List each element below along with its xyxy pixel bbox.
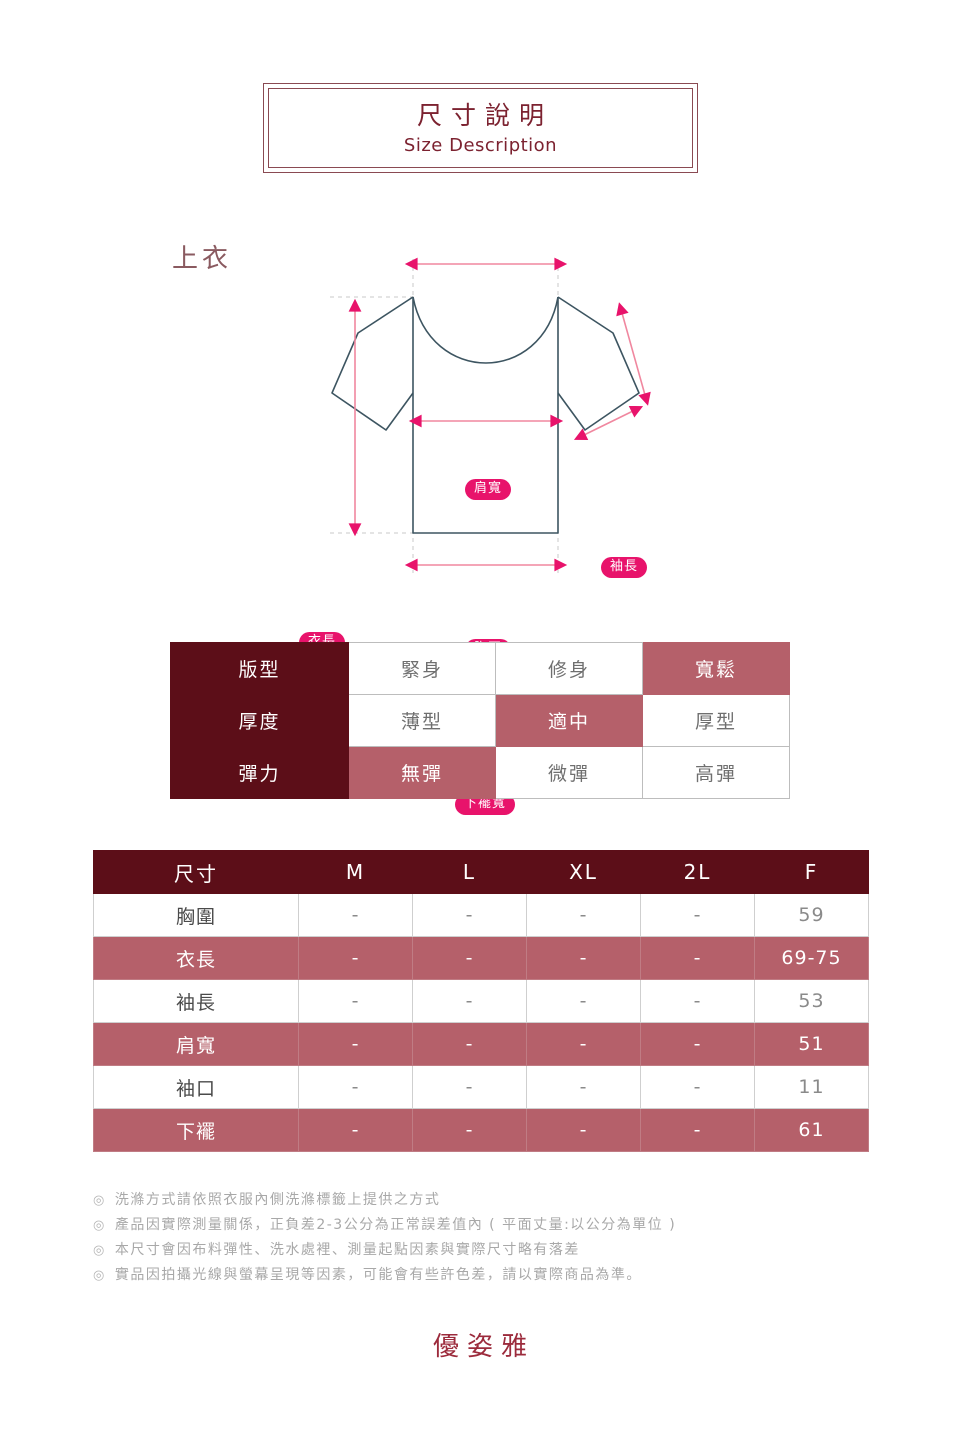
- measurement-value: -: [298, 1022, 413, 1066]
- note-text: 本尺寸會因布料彈性、洗水處裡、測量起點因素與實際尺寸略有落差: [114, 1242, 580, 1258]
- size-table-head: 尺寸 M L XL 2L F: [93, 850, 869, 894]
- measurement-value: 11: [754, 1065, 869, 1109]
- measurement-name: 袖長: [93, 979, 299, 1023]
- bullet-icon: ◎: [93, 1268, 106, 1283]
- measurement-value: -: [526, 1108, 641, 1152]
- note-item: ◎ 產品因實際測量關係，正負差2-3公分為正常誤差值內 ( 平面丈量:以公分為單位…: [93, 1213, 893, 1238]
- measurement-value: -: [640, 979, 755, 1023]
- measurement-name: 胸圍: [93, 893, 299, 937]
- measurement-value: 53: [754, 979, 869, 1023]
- measurement-value: -: [526, 893, 641, 937]
- measurement-value: 59: [754, 893, 869, 937]
- sleeve-length-arrow: [616, 302, 651, 406]
- attribute-row: 厚度 薄型 適中 厚型: [170, 694, 790, 747]
- attribute-name: 版型: [170, 642, 349, 695]
- size-column-header: 尺寸: [93, 850, 299, 894]
- note-text: 實品因拍攝光線與螢幕呈現等因素，可能會有些許色差，請以實際商品為準。: [114, 1267, 642, 1283]
- brand-name: 優姿雅: [432, 1332, 535, 1362]
- attribute-option-selected[interactable]: 無彈: [348, 746, 496, 799]
- size-measurements-table: 尺寸 M L XL 2L F 胸圍 - - - -59 衣長 - - - -69-75 袖長 - - - -53 肩寬 -…: [93, 850, 869, 1152]
- measurement-value: -: [298, 979, 413, 1023]
- size-table-header-row: 尺寸 M L XL 2L F: [93, 850, 869, 894]
- label-shoulder-width: 肩寬: [465, 479, 512, 501]
- measurement-value: -: [412, 979, 527, 1023]
- attribute-option[interactable]: 微彈: [495, 746, 643, 799]
- measurement-value: 51: [754, 1022, 869, 1066]
- measurement-name: 下襬: [93, 1108, 299, 1152]
- attribute-option-selected[interactable]: 適中: [495, 694, 643, 747]
- measurement-name: 肩寬: [93, 1022, 299, 1066]
- garment-type-label: 上衣: [172, 244, 233, 274]
- measurement-name: 衣長: [93, 936, 299, 980]
- measurement-value: -: [640, 1022, 755, 1066]
- cuff-arrow: [573, 405, 644, 441]
- attribute-option-selected[interactable]: 寬鬆: [642, 642, 790, 695]
- measurement-value: -: [298, 1065, 413, 1109]
- size-column-header-F: F: [754, 850, 869, 894]
- title-inner-frame: 尺寸說明 Size Description: [268, 88, 693, 168]
- measurement-arrows: [348, 257, 651, 572]
- attributes-body: 版型 緊身 修身 寬鬆 厚度 薄型 適中 厚型 彈力 無彈 微彈 高彈: [170, 642, 790, 799]
- size-column-header-L: L: [412, 850, 527, 894]
- size-column-header-XL: XL: [526, 850, 641, 894]
- measurement-value: -: [298, 1108, 413, 1152]
- measurement-value: -: [640, 893, 755, 937]
- attribute-row: 版型 緊身 修身 寬鬆: [170, 642, 790, 695]
- table-row: 下襬 - - - -61: [93, 1108, 869, 1152]
- measurement-value: -: [298, 893, 413, 937]
- label-sleeve-length: 袖長: [601, 557, 648, 579]
- page-title-english: Size Description: [403, 134, 558, 156]
- attribute-option[interactable]: 緊身: [348, 642, 496, 695]
- measurement-value: -: [412, 936, 527, 980]
- table-row: 胸圍 - - - -59: [93, 893, 869, 937]
- measurement-value: -: [640, 936, 755, 980]
- measurement-value: -: [412, 893, 527, 937]
- bullet-icon: ◎: [93, 1243, 106, 1258]
- bullet-icon: ◎: [93, 1218, 106, 1233]
- note-item: ◎ 實品因拍攝光線與螢幕呈現等因素，可能會有些許色差，請以實際商品為準。: [93, 1263, 893, 1288]
- measurement-name: 袖口: [93, 1065, 299, 1109]
- measurement-value: -: [412, 1108, 527, 1152]
- measurement-value: -: [640, 1108, 755, 1152]
- table-row: 肩寬 - - - -51: [93, 1022, 869, 1066]
- attribute-name: 彈力: [170, 746, 349, 799]
- label-hem-width: 下襬寬: [455, 794, 516, 816]
- size-column-header-2L: 2L: [640, 850, 755, 894]
- table-row: 袖口 - - - -11: [93, 1065, 869, 1109]
- measurement-value: 61: [754, 1108, 869, 1152]
- attribute-option[interactable]: 修身: [495, 642, 643, 695]
- attribute-option[interactable]: 薄型: [348, 694, 496, 747]
- measurement-value: -: [526, 936, 641, 980]
- note-item: ◎ 洗滌方式請依照衣服內側洗滌標籤上提供之方式: [93, 1188, 893, 1213]
- note-text: 產品因實際測量關係，正負差2-3公分為正常誤差值內 ( 平面丈量:以公分為單位 …: [114, 1217, 677, 1233]
- measurement-value: -: [526, 979, 641, 1023]
- note-item: ◎ 本尺寸會因布料彈性、洗水處裡、測量起點因素與實際尺寸略有落差: [93, 1238, 893, 1263]
- attribute-option[interactable]: 高彈: [642, 746, 790, 799]
- attribute-row: 彈力 無彈 微彈 高彈: [170, 746, 790, 799]
- size-column-header-M: M: [298, 850, 413, 894]
- table-row: 衣長 - - - -69-75: [93, 936, 869, 980]
- attribute-option[interactable]: 厚型: [642, 694, 790, 747]
- table-row: 袖長 - - - -53: [93, 979, 869, 1023]
- tshirt-technical-drawing: [330, 257, 651, 573]
- garment-attributes-table: 版型 緊身 修身 寬鬆 厚度 薄型 適中 厚型 彈力 無彈 微彈 高彈: [170, 642, 790, 799]
- measurement-value: -: [412, 1022, 527, 1066]
- page-title-chinese: 尺寸說明: [416, 101, 553, 131]
- measurement-value: -: [412, 1065, 527, 1109]
- neckline: [412, 296, 559, 364]
- garment-diagram-section: 上衣: [0, 225, 960, 816]
- size-description-title-box: 尺寸說明 Size Description: [263, 83, 698, 173]
- note-text: 洗滌方式請依照衣服內側洗滌標籤上提供之方式: [114, 1192, 441, 1208]
- measurement-value: -: [298, 936, 413, 980]
- care-notes-list: ◎ 洗滌方式請依照衣服內側洗滌標籤上提供之方式 ◎ 產品因實際測量關係，正負差2-3公…: [93, 1188, 893, 1288]
- attribute-name: 厚度: [170, 694, 349, 747]
- measurement-value: -: [640, 1065, 755, 1109]
- measurement-value: -: [526, 1022, 641, 1066]
- measurement-value: 69-75: [754, 936, 869, 980]
- bullet-icon: ◎: [93, 1193, 106, 1208]
- measurement-value: -: [526, 1065, 641, 1109]
- size-table-body: 胸圍 - - - -59 衣長 - - - -69-75 袖長 - - - -53 肩寬 - - - -51 袖口 - - -…: [93, 893, 869, 1152]
